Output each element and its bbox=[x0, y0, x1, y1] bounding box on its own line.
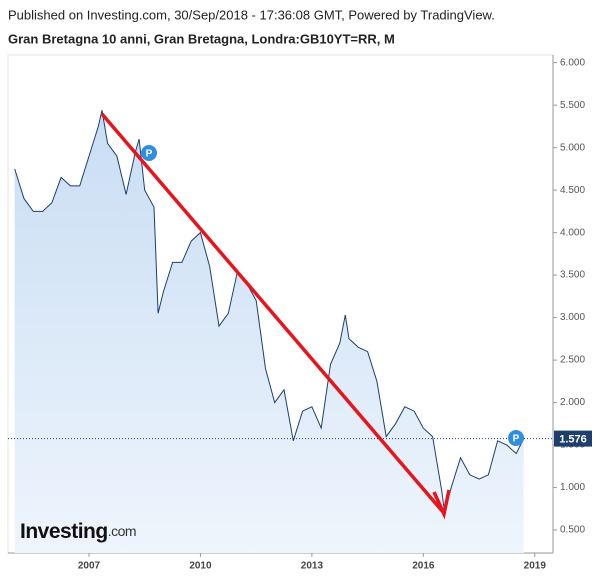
x-tick-label: 2013 bbox=[301, 561, 324, 572]
x-tick-label: 2019 bbox=[524, 561, 547, 572]
y-tick-label: 4.500 bbox=[560, 185, 585, 196]
line bbox=[14, 110, 525, 513]
y-tick-label: 4.000 bbox=[560, 227, 585, 238]
p-marker[interactable] bbox=[508, 430, 524, 446]
y-tick-label: 6.000 bbox=[560, 57, 585, 68]
last-value-label: 1.576 bbox=[559, 434, 587, 446]
p-marker-text: P bbox=[513, 434, 520, 445]
chart-title: Gran Bretagna 10 anni, Gran Bretagna, Lo… bbox=[8, 31, 395, 46]
y-tick-label: 2.500 bbox=[560, 355, 585, 366]
p-marker-text: P bbox=[146, 149, 153, 160]
arrow-head bbox=[432, 489, 451, 520]
y-tick-label: 5.500 bbox=[560, 100, 585, 111]
published: Published on Investing.com, 30/Sep/2018 … bbox=[8, 7, 495, 22]
x-tick-label: 2007 bbox=[78, 561, 101, 572]
logo-brand: Investing.com bbox=[20, 520, 136, 543]
y-tick-label: 5.000 bbox=[560, 142, 585, 153]
y-tick-label: 3.500 bbox=[560, 270, 585, 281]
y-tick-label: 1.000 bbox=[560, 482, 585, 493]
y-tick-label: 3.000 bbox=[560, 312, 585, 323]
area bbox=[14, 110, 524, 553]
x-tick-label: 2010 bbox=[189, 561, 212, 572]
x-tick-label: 2016 bbox=[412, 561, 435, 572]
y-tick-label: 0.500 bbox=[560, 525, 585, 536]
trend-arrow bbox=[100, 112, 445, 514]
y-tick-label: 2.000 bbox=[560, 397, 585, 408]
p-marker[interactable] bbox=[141, 145, 157, 161]
last-value-box bbox=[554, 430, 592, 447]
plot: 0.5001.0001.5002.0002.5003.0003.5004.000… bbox=[7, 54, 592, 572]
